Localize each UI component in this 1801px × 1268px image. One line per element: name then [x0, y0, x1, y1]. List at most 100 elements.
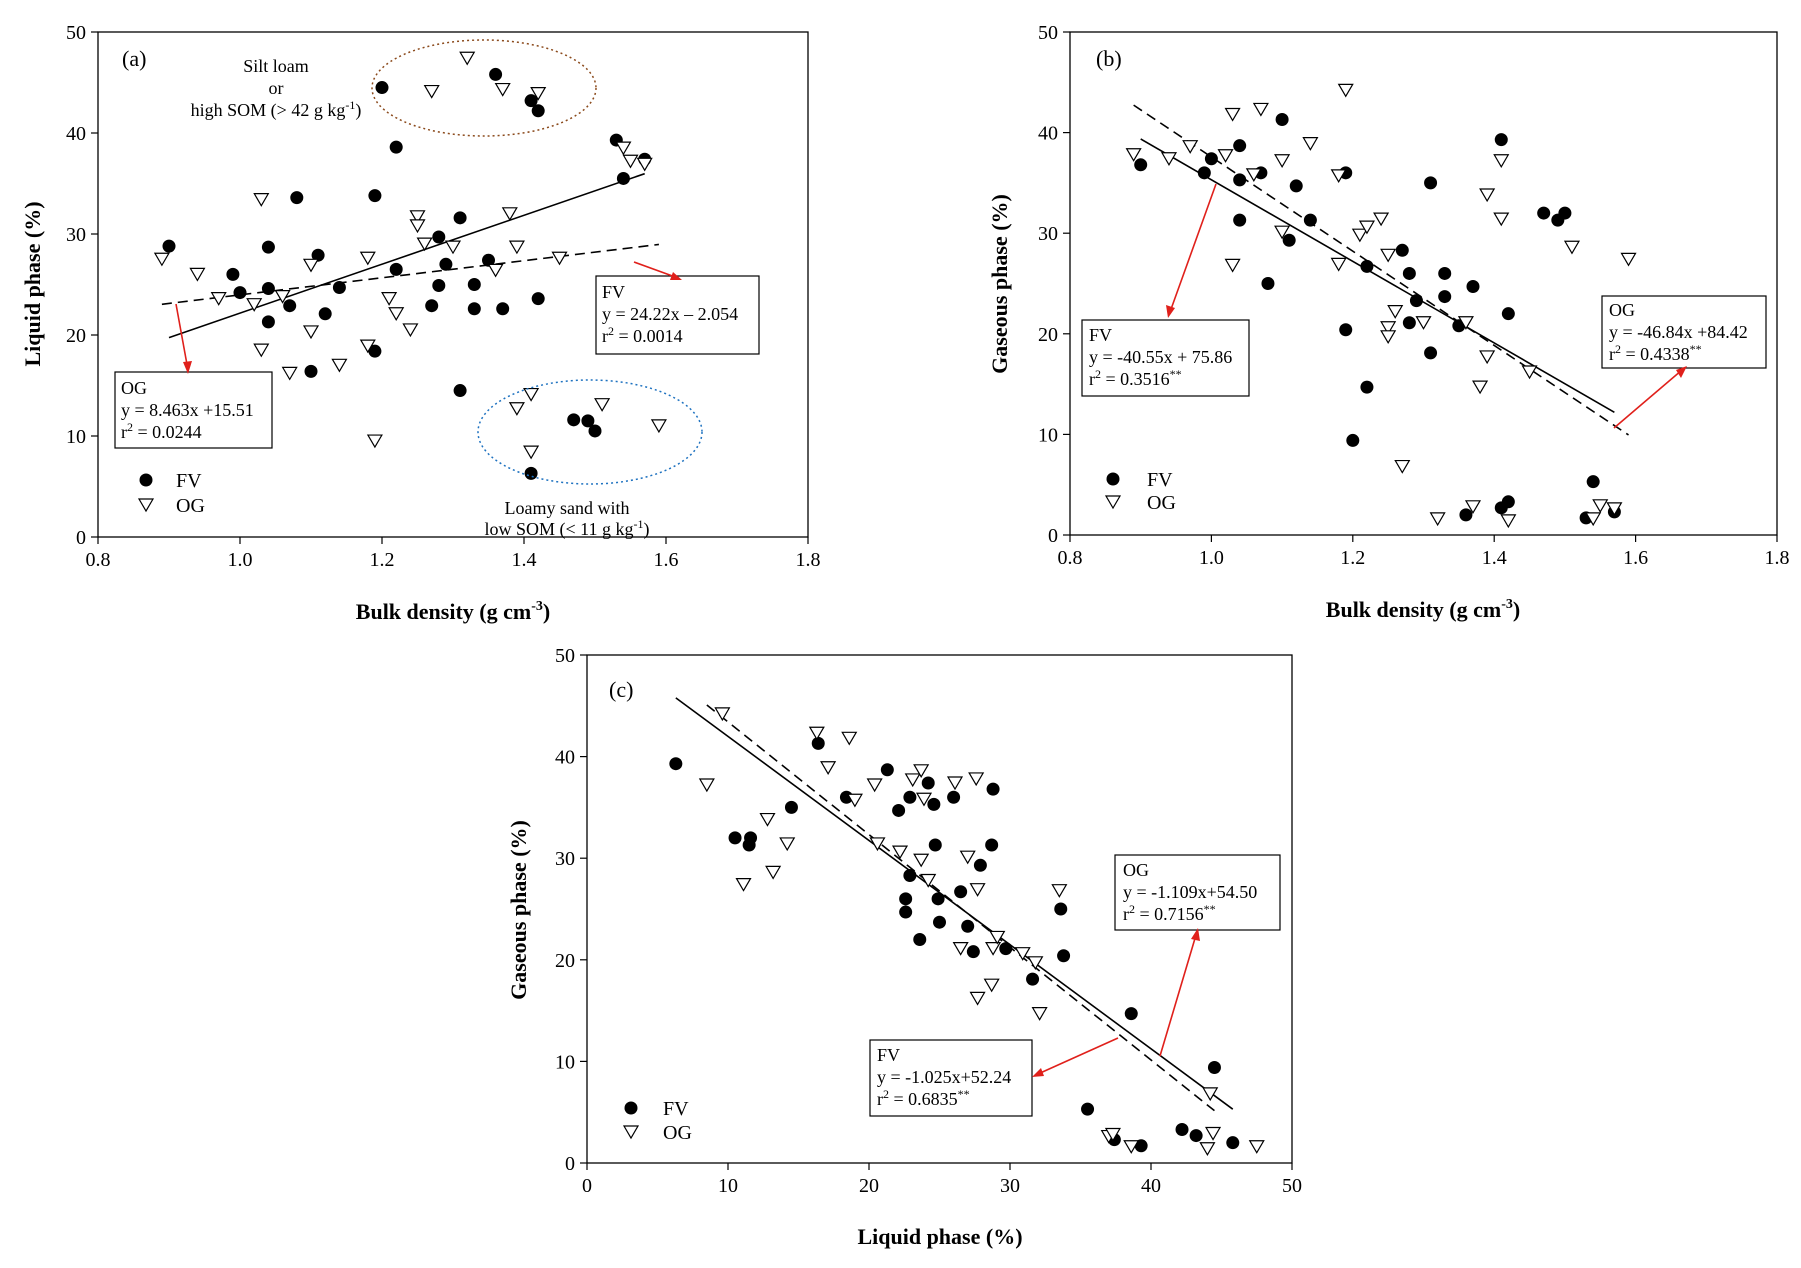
regression-layer: [675, 697, 1234, 1112]
og-point: [904, 773, 921, 788]
fv-point: [162, 239, 176, 253]
fv-point: [961, 919, 975, 933]
og-point: [594, 398, 611, 412]
fv-point: [453, 384, 467, 398]
arrowhead: [1191, 928, 1200, 941]
box-r2: r2 = 0.0014: [602, 324, 683, 346]
fv-point: [439, 257, 453, 271]
fv-point: [933, 915, 946, 929]
og-point: [253, 343, 270, 358]
fv-point: [375, 81, 389, 95]
arrowhead: [1032, 1068, 1044, 1077]
box-r2: r2 = 0.4338**: [1609, 342, 1702, 364]
og-point: [210, 292, 227, 306]
fv-point: [913, 932, 927, 946]
fv-point: [425, 299, 439, 313]
y-tick-label: 40: [66, 123, 86, 145]
fv-point: [1175, 1122, 1189, 1136]
og-point: [969, 991, 986, 1006]
y-tick-label: 30: [1038, 223, 1058, 245]
y-tick-label: 30: [555, 848, 575, 870]
og-point: [759, 812, 776, 827]
fv-point: [811, 736, 825, 750]
og-point: [331, 358, 348, 373]
x-tick-label: 0: [582, 1175, 592, 1197]
og-point: [1479, 188, 1496, 203]
fv-point: [784, 800, 798, 814]
x-tick-label: 1.0: [228, 549, 253, 571]
fv-point: [1501, 307, 1515, 321]
fv-point: [1124, 1007, 1138, 1021]
og-point: [1252, 102, 1269, 117]
y-tick-label: 50: [66, 22, 86, 44]
fv-point: [332, 281, 346, 295]
og-point: [1224, 107, 1241, 122]
og-point: [1380, 330, 1397, 345]
fv-point: [1537, 206, 1551, 220]
og-point: [1027, 956, 1044, 971]
fv-point: [1339, 323, 1353, 337]
fv-point: [1233, 213, 1247, 227]
og-point: [359, 251, 376, 266]
og-point: [1380, 248, 1397, 263]
y-axis-title: Gaseous phase (%): [987, 194, 1012, 374]
fv-point: [524, 94, 538, 108]
fv-point: [1501, 495, 1515, 509]
x-tick-label: 30: [1000, 1175, 1020, 1197]
x-axis-title: Liquid phase (%): [857, 1224, 1022, 1249]
fv-point: [903, 790, 917, 804]
og-equation-box: [114, 371, 273, 449]
fv-point: [496, 302, 510, 316]
og-point: [487, 263, 504, 278]
box-r2: r2 = 0.0244: [121, 420, 202, 442]
og-point: [946, 776, 964, 791]
y-tick-label: 30: [66, 224, 86, 246]
fv-point: [880, 763, 894, 777]
og-point: [650, 419, 667, 434]
fv-point: [1233, 173, 1247, 187]
x-tick-label: 1.4: [1482, 547, 1507, 569]
og-point: [1429, 512, 1446, 527]
og-point: [302, 258, 320, 273]
og-point: [416, 237, 433, 252]
og-point: [459, 51, 476, 66]
plot-frame: [586, 654, 1293, 1164]
x-axis-title: Bulk density (g cm-3): [356, 599, 550, 624]
y-tick-label: 0: [1048, 525, 1058, 547]
legend-og-marker: [1104, 495, 1122, 510]
panel-label: (c): [609, 677, 633, 702]
pointer-arrow: [633, 261, 679, 279]
og-point: [866, 778, 883, 793]
og-point: [1014, 947, 1031, 961]
fv-point: [467, 278, 481, 291]
fv-point: [899, 892, 913, 906]
y-tick-label: 0: [565, 1153, 575, 1175]
fv-point: [482, 253, 495, 267]
fv-equation-box: [595, 275, 760, 355]
og-point: [968, 772, 985, 787]
fv-point: [1233, 139, 1247, 153]
fv-point: [389, 262, 403, 276]
tick-layer: 0.8 1.0 1.2 1.4 1.6 1.8 0 10 20 30 40 50: [66, 22, 821, 571]
x-tick-label: 1.6: [1623, 547, 1648, 569]
fv-point: [389, 140, 403, 154]
box-r2: r2 = 0.7156**: [1123, 902, 1216, 924]
panel-b: 0.8 1.0 1.2 1.4 1.6 1.8 0 10 20 30 40 50 (b) Gaseou…: [987, 22, 1790, 622]
og-point: [1351, 228, 1368, 243]
y-tick-label: 20: [66, 325, 86, 347]
fv-regression-line: [675, 697, 1234, 1110]
fv-point: [531, 104, 545, 118]
fv-point: [581, 414, 595, 428]
fv-point: [261, 315, 275, 329]
fv-point: [1360, 380, 1374, 394]
og-point: [189, 267, 206, 282]
fv-point: [1424, 346, 1438, 360]
og-point: [1224, 258, 1241, 273]
fv-point: [453, 211, 467, 225]
og-point: [1199, 1142, 1216, 1156]
og-point: [444, 240, 462, 255]
annotation-line: low SOM (< 11 g kg-1): [485, 517, 650, 540]
og-point: [1123, 1140, 1140, 1154]
fv-point: [261, 282, 275, 296]
og-regression-line: [706, 704, 1215, 1112]
